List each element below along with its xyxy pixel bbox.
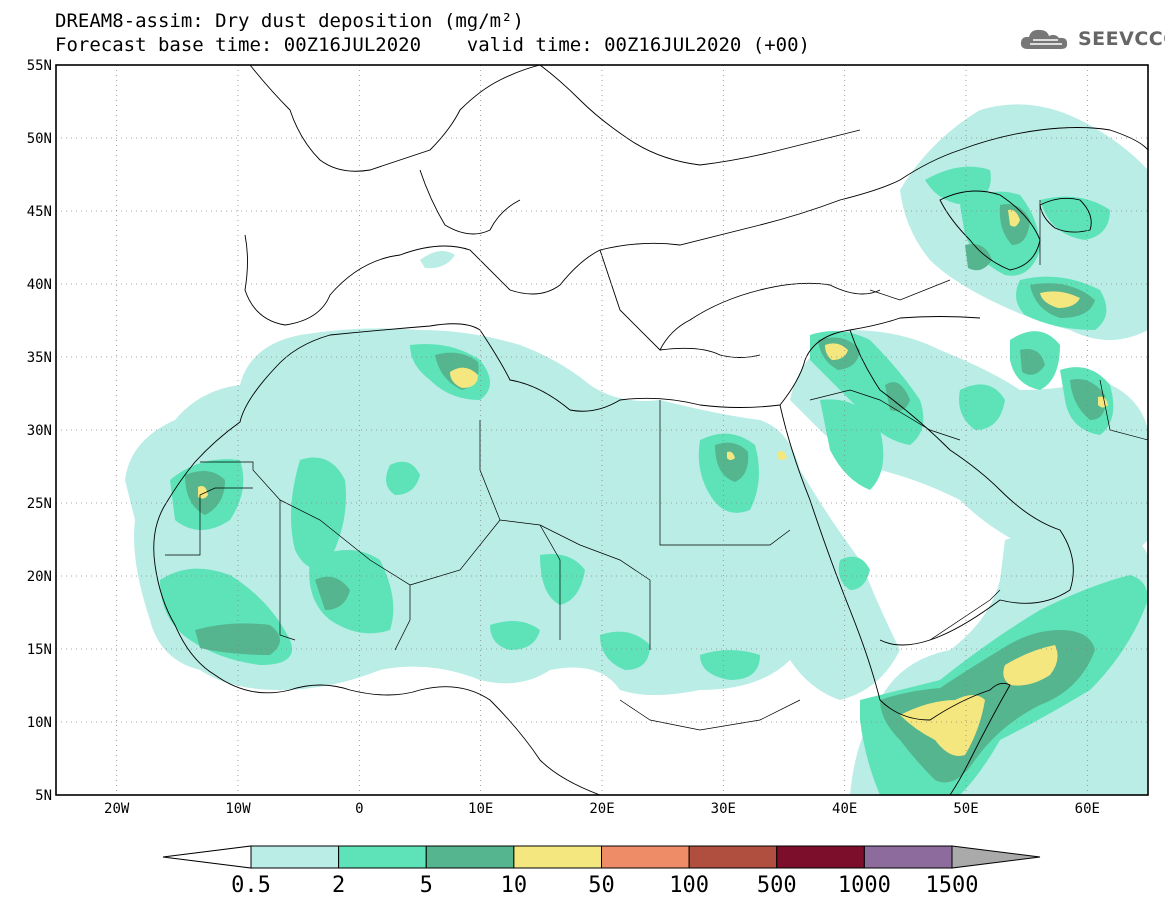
colorbar-label: 100 xyxy=(669,873,709,898)
colorbar-swatch xyxy=(688,845,778,869)
lon-tick-label: 30E xyxy=(711,801,736,817)
political-borders xyxy=(165,200,1148,731)
colorbar-label: 1500 xyxy=(926,873,979,898)
colorbar-label: 50 xyxy=(588,873,615,898)
colorbar-lower-arrow xyxy=(162,845,252,869)
lon-tick-label: 20W xyxy=(104,801,130,817)
lat-tick-label: 55N xyxy=(27,58,52,74)
colorbar-swatch xyxy=(601,845,690,869)
colorbar-swatch xyxy=(338,845,427,869)
colorbar-swatch xyxy=(863,845,953,869)
colorbar-swatch xyxy=(250,845,340,869)
colorbar: 0.5 2 5 10 50 100 500 1000 1500 xyxy=(162,845,1041,898)
lon-tick-label: 40E xyxy=(832,801,857,817)
gridlines xyxy=(56,65,1148,795)
colorbar-swatch xyxy=(513,845,602,869)
lon-tick-label: 60E xyxy=(1075,801,1100,817)
lon-tick-label: 20E xyxy=(589,801,614,817)
lat-tick-label: 45N xyxy=(27,204,52,220)
lat-tick-label: 15N xyxy=(27,642,52,658)
coastlines-and-borders xyxy=(153,65,1148,795)
colorbar-label: 1000 xyxy=(838,873,891,898)
dust-deposition-field xyxy=(125,104,1148,795)
lat-tick-label: 20N xyxy=(27,569,52,585)
lon-tick-label: 0 xyxy=(355,801,363,817)
dust-level-10-50 xyxy=(198,209,1108,756)
colorbar-upper-arrow xyxy=(951,845,1041,869)
lon-tick-label: 10W xyxy=(225,801,251,817)
colorbar-label: 0.5 xyxy=(231,873,271,898)
seevccc-logo: SEEVCCC xyxy=(1018,26,1165,52)
colorbar-label: 500 xyxy=(757,873,797,898)
lat-tick-label: 5N xyxy=(35,788,52,804)
logo-text: SEEVCCC xyxy=(1078,28,1165,50)
lat-tick-label: 40N xyxy=(27,277,52,293)
lat-tick-label: 30N xyxy=(27,423,52,439)
map-frame xyxy=(55,64,1149,796)
lat-tick-label: 35N xyxy=(27,350,52,366)
map-subtitle: Forecast base time: 00Z16JUL2020 valid t… xyxy=(55,34,810,56)
axis-labels: 20W 10W 0 10E 20E 30E 40E 50E 60E 55N 50N 45N 40N 35N… xyxy=(27,58,1100,817)
colorbar-label: 10 xyxy=(501,873,528,898)
lon-tick-label: 50E xyxy=(953,801,978,817)
lat-tick-label: 25N xyxy=(27,496,52,512)
cloud-icon xyxy=(1020,29,1068,49)
colorbar-label: 2 xyxy=(332,873,345,898)
lat-tick-label: 10N xyxy=(27,715,52,731)
lat-tick-label: 50N xyxy=(27,131,52,147)
colorbar-swatch xyxy=(776,845,865,869)
map-title: DREAM8-assim: Dry dust deposition (mg/m²… xyxy=(55,10,524,32)
colorbar-label: 5 xyxy=(420,873,433,898)
colorbar-swatch xyxy=(425,845,515,869)
lon-tick-label: 10E xyxy=(468,801,493,817)
